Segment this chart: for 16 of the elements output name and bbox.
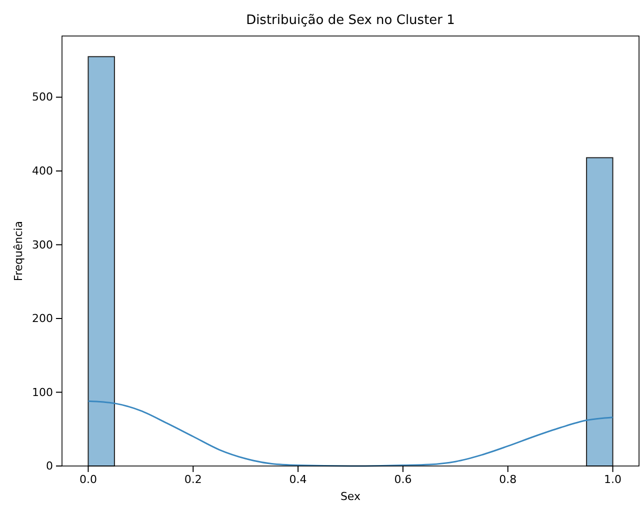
line-series xyxy=(87,400,614,467)
x-tick-label: 0.8 xyxy=(499,472,517,486)
x-tick-label: 1.0 xyxy=(604,472,622,486)
x-tick-label: 0.2 xyxy=(184,472,202,486)
y-tick-label: 200 xyxy=(32,312,53,326)
x-tick-label: 0.4 xyxy=(289,472,307,486)
x-tick-label: 0.6 xyxy=(394,472,412,486)
y-tick-label: 300 xyxy=(32,238,53,252)
y-axis-title: Frequência xyxy=(12,220,25,282)
chart-title: Distribuição de Sex no Cluster 1 xyxy=(246,13,455,28)
y-tick-label: 400 xyxy=(32,164,53,178)
y-tick-label: 500 xyxy=(32,90,53,104)
x-tick-label: 0.0 xyxy=(79,472,97,486)
x-axis-title: Sex xyxy=(340,490,362,503)
y-tick-label: 100 xyxy=(32,386,53,399)
y-tick-label: 0 xyxy=(46,460,53,473)
